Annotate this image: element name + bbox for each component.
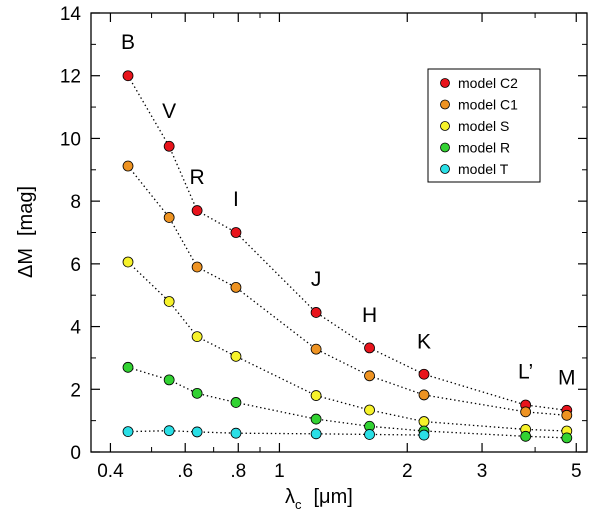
plot-frame <box>90 12 588 453</box>
series-model-r <box>122 361 573 444</box>
data-point-model-c1 <box>561 409 573 421</box>
y-tick-label: 2 <box>70 380 81 401</box>
legend-marker <box>440 99 450 110</box>
data-point-model-c2 <box>122 70 134 82</box>
data-point-model-s <box>191 331 203 343</box>
series-line-model-s <box>127 261 567 432</box>
band-label: R <box>190 166 205 189</box>
data-point-model-t <box>163 425 175 437</box>
x-tick-label: .8 <box>230 461 246 482</box>
x-tick-label: 1 <box>274 461 285 482</box>
band-label: B <box>121 31 135 54</box>
legend-label: model S <box>458 118 509 134</box>
series-line-model-c2 <box>127 75 567 411</box>
data-point-model-c2 <box>418 368 430 380</box>
series-model-c1 <box>122 160 573 421</box>
data-point-model-s <box>122 256 134 268</box>
y-tick-label: 8 <box>70 192 81 213</box>
data-point-model-r <box>230 397 242 408</box>
data-point-model-s <box>418 416 430 427</box>
data-point-model-t <box>122 426 134 438</box>
band-label: H <box>362 304 377 327</box>
series-line-model-c1 <box>127 165 567 416</box>
data-point-model-c1 <box>310 343 322 355</box>
y-axis-label: ΔM[mag] <box>15 186 37 278</box>
band-label: L’ <box>518 360 533 383</box>
x-tick-label: 5 <box>571 461 582 482</box>
series-model-s <box>122 256 573 437</box>
data-point-model-c2 <box>163 140 175 152</box>
data-point-model-t <box>364 429 375 440</box>
data-point-model-c1 <box>418 389 430 401</box>
series-model-c2 <box>122 70 573 416</box>
band-label: K <box>417 331 431 354</box>
data-point-model-c1 <box>191 261 203 273</box>
data-point-model-t <box>191 426 203 438</box>
legend-label: model R <box>458 140 510 156</box>
series-model-t <box>122 425 430 441</box>
data-point-model-t <box>230 427 242 439</box>
legend: model C2 model C1 model S model R model T <box>427 68 541 183</box>
x-tick-label: 0.4 <box>97 461 124 482</box>
data-point-model-c2 <box>310 307 322 318</box>
y-tick-label: 4 <box>70 318 81 339</box>
data-point-model-r <box>520 430 532 442</box>
y-tick-label: 12 <box>60 67 81 88</box>
data-point-model-t <box>310 428 322 440</box>
legend-marker <box>440 142 450 153</box>
y-tick-label: 0 <box>70 443 81 464</box>
data-point-model-s <box>163 296 175 307</box>
y-tick-label: 6 <box>70 255 81 276</box>
x-tick-label: 2 <box>402 461 413 482</box>
band-label: V <box>162 100 176 123</box>
series-layer <box>122 70 573 444</box>
data-point-model-c1 <box>364 370 375 382</box>
data-point-model-s <box>230 350 242 362</box>
band-label: J <box>311 268 322 291</box>
data-point-model-c1 <box>520 406 532 418</box>
x-tick-label: .6 <box>177 461 193 482</box>
data-point-model-s <box>310 390 322 401</box>
data-point-model-r <box>561 432 573 444</box>
legend-marker <box>440 164 450 174</box>
band-label: I <box>233 188 239 211</box>
series-line-model-r <box>127 366 567 439</box>
legend-marker <box>440 78 450 88</box>
data-point-model-r <box>310 413 322 425</box>
data-point-model-r <box>163 374 175 386</box>
svg-text:λc[μm]: λc [μm] <box>285 486 353 512</box>
data-point-model-c2 <box>191 205 203 216</box>
data-point-model-r <box>191 387 203 399</box>
data-point-model-c1 <box>122 160 134 172</box>
y-tick-label: 10 <box>60 129 81 150</box>
y-tick-label: 14 <box>60 4 82 25</box>
x-tick-label: 3 <box>477 461 488 482</box>
legend-label: model C2 <box>458 75 518 91</box>
data-point-model-t <box>418 429 430 441</box>
x-axis-label: λc [μm] <box>285 486 353 512</box>
band-labels: B V R I J H K L’ M <box>121 31 576 390</box>
data-point-model-s <box>364 404 375 416</box>
legend-marker <box>440 121 450 131</box>
legend-label: model T <box>458 161 509 177</box>
data-point-model-c2 <box>364 342 375 354</box>
data-point-model-c1 <box>230 281 242 293</box>
band-label: M <box>558 367 576 390</box>
data-point-model-c2 <box>230 227 242 238</box>
data-point-model-c1 <box>163 212 175 223</box>
svg-text:ΔM[mag]: ΔM[mag] <box>15 186 37 278</box>
data-point-model-r <box>122 361 134 373</box>
legend-label: model C1 <box>458 97 518 113</box>
